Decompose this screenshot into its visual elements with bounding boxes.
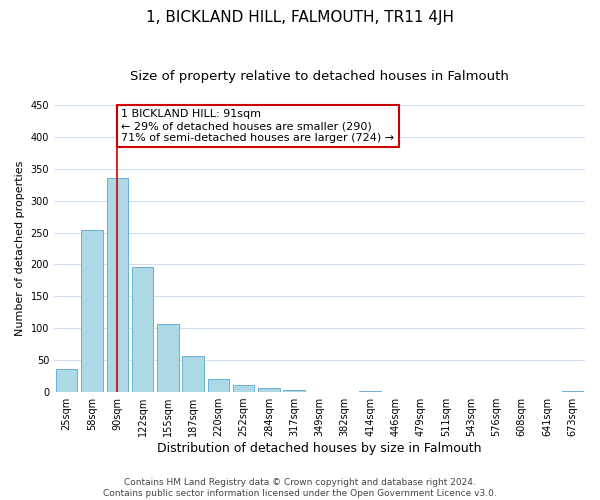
Bar (81, 230, 103, 392)
Title: Size of property relative to detached houses in Falmouth: Size of property relative to detached ho… (130, 70, 509, 83)
Bar (208, 378, 229, 392)
Bar (359, 391, 381, 392)
Text: 1, BICKLAND HILL, FALMOUTH, TR11 4JH: 1, BICKLAND HILL, FALMOUTH, TR11 4JH (146, 10, 454, 25)
Text: 1 BICKLAND HILL: 91sqm
← 29% of detached houses are smaller (290)
71% of semi-de: 1 BICKLAND HILL: 91sqm ← 29% of detached… (121, 110, 394, 142)
Bar (182, 356, 204, 392)
Bar (562, 391, 583, 392)
Bar (233, 385, 254, 392)
Text: Contains HM Land Registry data © Crown copyright and database right 2024.
Contai: Contains HM Land Registry data © Crown c… (103, 478, 497, 498)
X-axis label: Distribution of detached houses by size in Falmouth: Distribution of detached houses by size … (157, 442, 482, 455)
Bar (157, 324, 179, 392)
Bar (283, 390, 305, 392)
Bar (132, 267, 153, 392)
Y-axis label: Number of detached properties: Number of detached properties (15, 161, 25, 336)
Bar (258, 388, 280, 392)
Bar (56, 369, 77, 392)
Bar (107, 178, 128, 392)
